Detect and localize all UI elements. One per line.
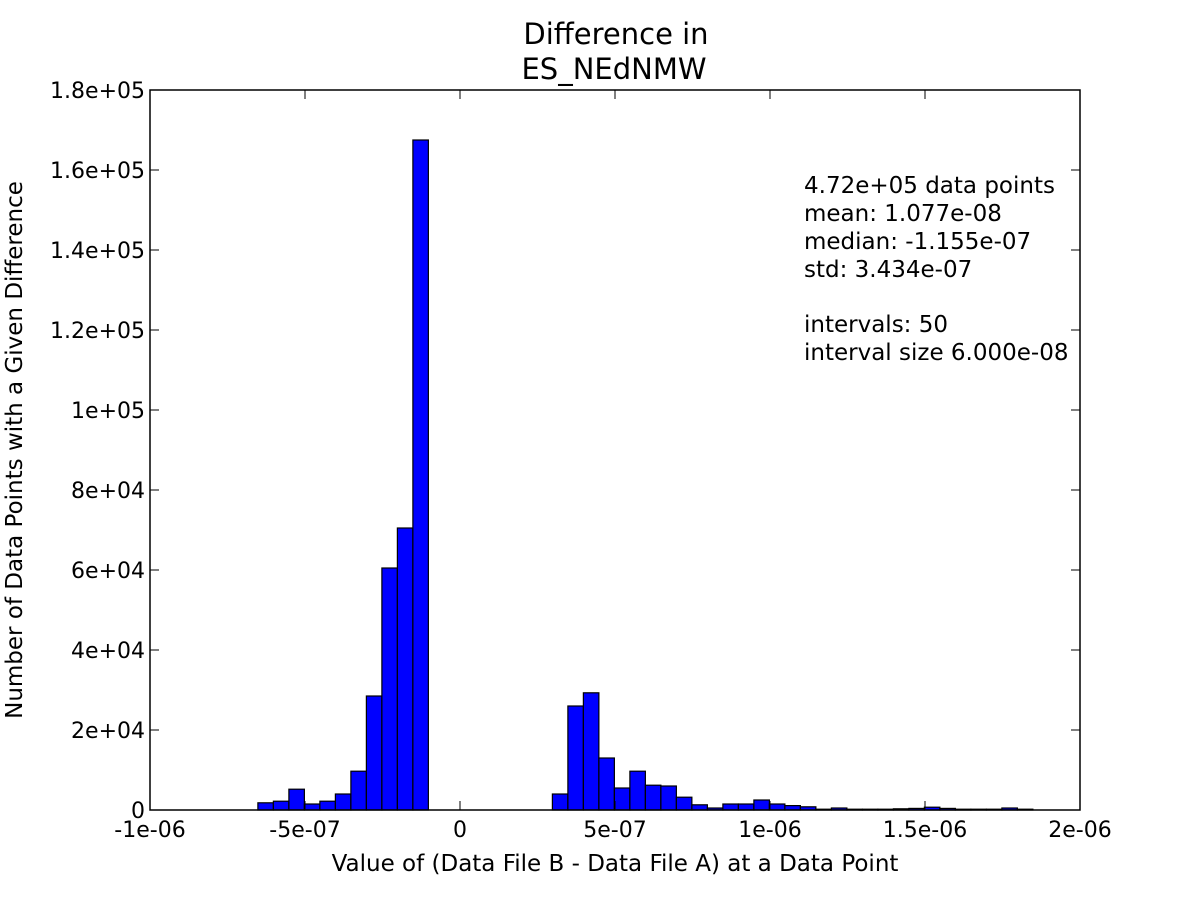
x-tick-label: 2e-06	[1048, 818, 1111, 843]
y-tick-label: 1.6e+05	[50, 159, 145, 184]
histogram-bar	[753, 799, 770, 811]
histogram-bar	[629, 770, 646, 811]
histogram-bar	[272, 800, 290, 811]
chart-title-line-1: Difference in	[523, 17, 708, 51]
histogram-bar	[303, 803, 321, 811]
x-tick-label: 5e-07	[583, 818, 646, 843]
x-tick-label: -5e-07	[269, 818, 340, 843]
x-tick-label: 1e-06	[738, 818, 801, 843]
stat-median: median: -1.155e-07	[804, 229, 1031, 255]
histogram-bar	[365, 695, 383, 811]
plot-frame	[149, 89, 1081, 811]
y-tick-label: 8e+04	[71, 479, 145, 504]
y-tick-label: 1.4e+05	[50, 239, 145, 264]
histogram-bar	[381, 567, 398, 811]
histogram-bar	[737, 803, 755, 811]
histogram-bar	[551, 793, 569, 811]
stat-interval-size: interval size 6.000e-08	[804, 340, 1068, 366]
histogram-bar	[691, 804, 708, 811]
y-tick-label: 2e+04	[71, 719, 145, 744]
histogram-bar	[288, 788, 305, 811]
histogram-bar	[412, 139, 429, 811]
histogram-bar	[722, 803, 739, 811]
x-tick-label: -1e-06	[114, 818, 185, 843]
y-tick-label: 0	[131, 799, 145, 824]
axis-tick-labels: -1e-06 -5e-07 0 5e-07 1e-06 1.5e-06 2e-06 0 2e+0…	[50, 79, 1112, 843]
y-tick-label: 1.8e+05	[50, 79, 145, 104]
histogram-bars	[257, 139, 1034, 811]
histogram-bar	[675, 796, 693, 811]
histogram-bar	[257, 802, 274, 811]
histogram-bar	[334, 793, 352, 811]
histogram-bar	[598, 757, 615, 811]
x-tick-label: 0	[453, 818, 467, 843]
y-axis-label: Number of Data Points with a Given Diffe…	[2, 181, 28, 719]
stat-mean: mean: 1.077e-08	[804, 201, 1002, 227]
histogram-bar	[660, 785, 677, 811]
statistics-annotation: 4.72e+05 data points mean: 1.077e-08 med…	[804, 173, 1068, 366]
y-tick-label: 1.2e+05	[50, 319, 145, 344]
x-tick-label: 1.5e-06	[883, 818, 967, 843]
histogram-bar	[768, 803, 786, 811]
y-tick-label: 6e+04	[71, 559, 145, 584]
y-tick-label: 1e+05	[71, 399, 145, 424]
y-tick-label: 4e+04	[71, 639, 145, 664]
x-axis-label: Value of (Data File B - Data File A) at …	[332, 851, 899, 877]
stat-data-points: 4.72e+05 data points	[804, 173, 1055, 199]
chart-title-line-2: ES_NEdNMW	[521, 52, 706, 86]
stat-std: std: 3.434e-07	[804, 257, 972, 283]
histogram-bar	[567, 705, 584, 811]
stat-intervals: intervals: 50	[804, 312, 948, 338]
histogram-bar	[613, 787, 631, 811]
histogram-bar	[350, 770, 367, 811]
histogram-bar	[644, 784, 662, 811]
histogram-bar	[319, 800, 336, 811]
histogram-bar	[582, 692, 600, 811]
histogram-bar	[396, 527, 414, 811]
